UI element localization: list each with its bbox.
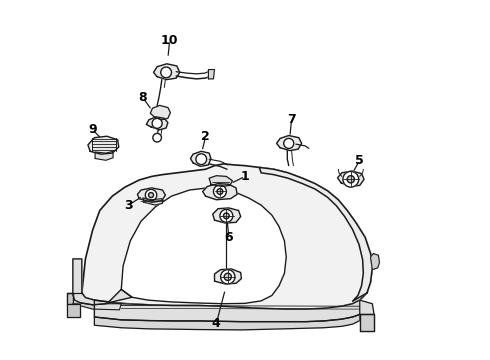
Polygon shape <box>95 315 360 330</box>
Polygon shape <box>338 171 364 186</box>
Polygon shape <box>209 176 232 186</box>
Polygon shape <box>213 208 241 223</box>
Text: 10: 10 <box>161 33 178 47</box>
Polygon shape <box>73 303 122 310</box>
Polygon shape <box>276 135 302 150</box>
Polygon shape <box>259 167 372 301</box>
Polygon shape <box>95 300 360 321</box>
Text: 3: 3 <box>124 199 133 212</box>
Circle shape <box>161 67 171 78</box>
Circle shape <box>343 171 359 187</box>
Polygon shape <box>208 69 215 79</box>
Polygon shape <box>150 105 171 120</box>
Text: 9: 9 <box>88 123 97 136</box>
Polygon shape <box>191 151 211 166</box>
Circle shape <box>220 210 233 222</box>
Text: 4: 4 <box>212 317 220 330</box>
Polygon shape <box>88 136 119 154</box>
Polygon shape <box>215 269 242 284</box>
Text: 8: 8 <box>139 91 147 104</box>
Circle shape <box>146 189 157 201</box>
Polygon shape <box>95 151 113 160</box>
Circle shape <box>224 273 231 280</box>
Polygon shape <box>122 188 286 304</box>
Circle shape <box>284 138 294 148</box>
Polygon shape <box>153 64 180 80</box>
Circle shape <box>223 213 229 219</box>
Polygon shape <box>203 184 237 200</box>
Circle shape <box>196 154 207 165</box>
Polygon shape <box>147 117 168 130</box>
Circle shape <box>347 176 354 183</box>
Circle shape <box>214 185 226 198</box>
Polygon shape <box>68 304 80 317</box>
Polygon shape <box>370 253 379 270</box>
Polygon shape <box>82 164 372 309</box>
Circle shape <box>152 118 162 129</box>
Text: 5: 5 <box>355 154 364 167</box>
Circle shape <box>220 270 235 284</box>
Text: 2: 2 <box>201 130 210 144</box>
Polygon shape <box>143 198 163 205</box>
Circle shape <box>153 134 161 142</box>
Polygon shape <box>73 259 132 305</box>
Text: 7: 7 <box>287 113 296 126</box>
Text: 1: 1 <box>241 170 249 183</box>
Circle shape <box>148 193 153 198</box>
Polygon shape <box>137 188 166 202</box>
Circle shape <box>217 189 223 194</box>
Polygon shape <box>360 300 374 315</box>
Text: 6: 6 <box>224 231 233 244</box>
Polygon shape <box>68 293 73 304</box>
Polygon shape <box>360 315 374 330</box>
